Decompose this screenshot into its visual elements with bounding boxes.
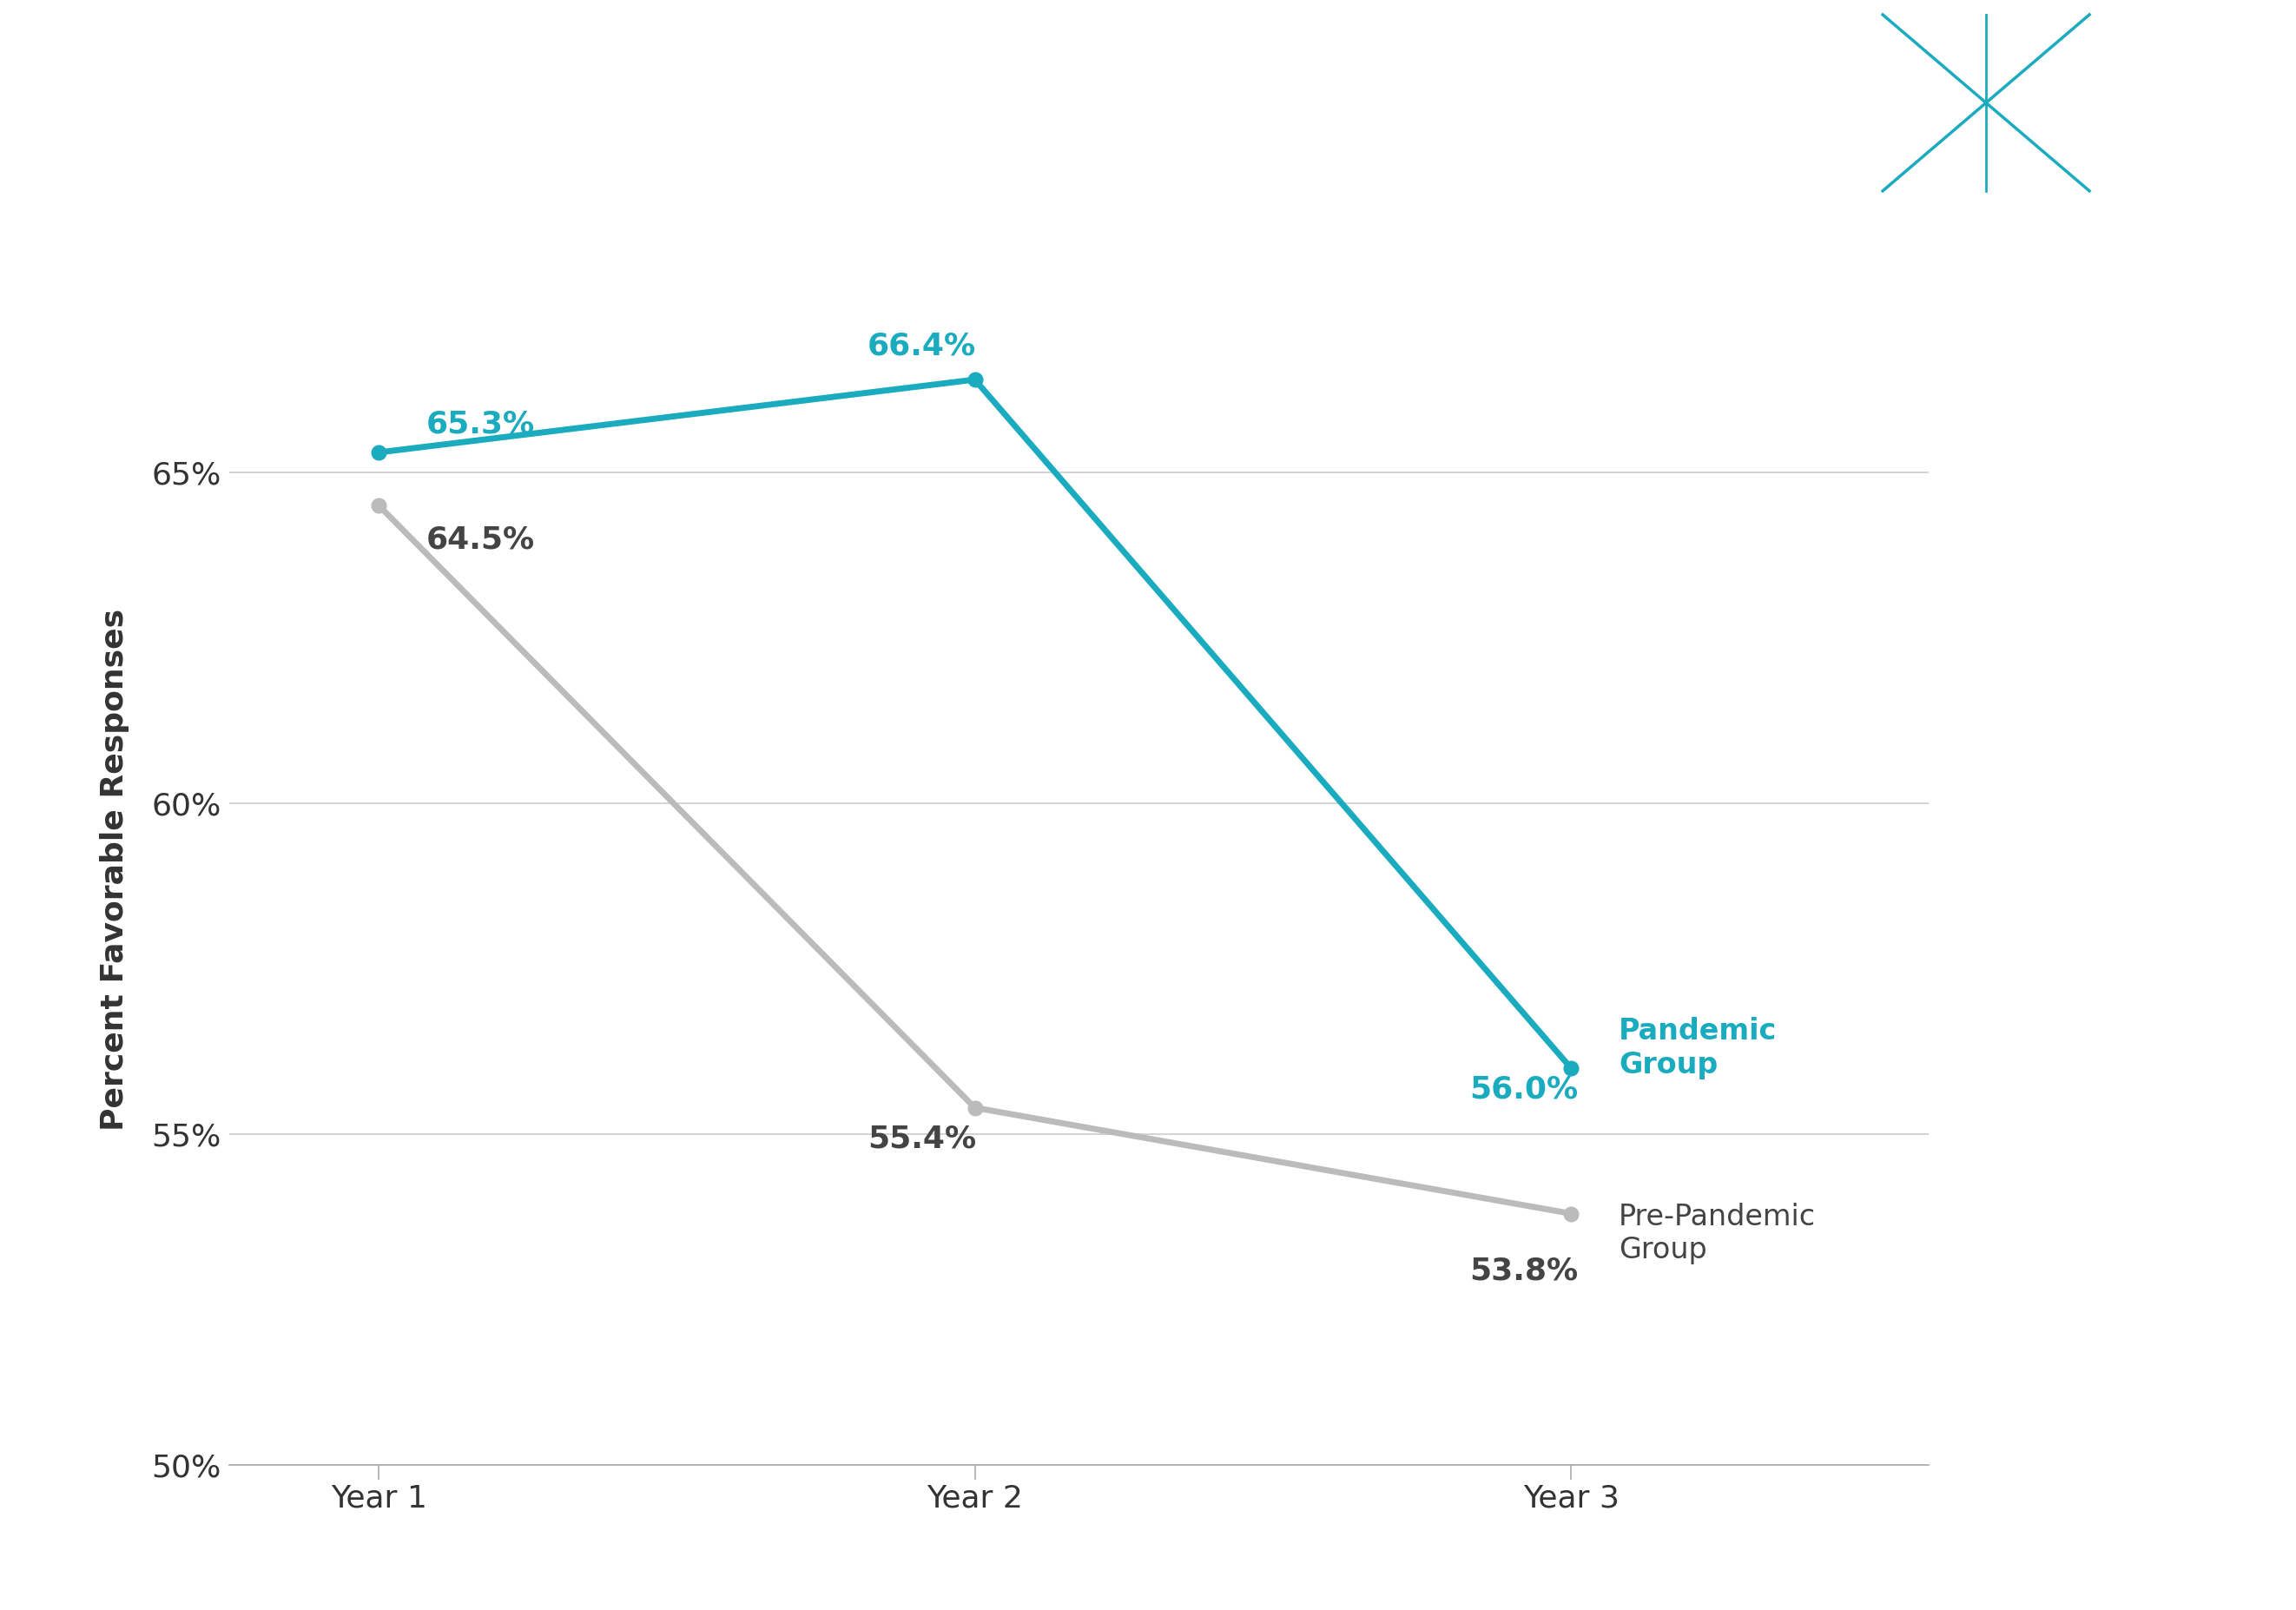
Text: 64.5%: 64.5%	[427, 525, 535, 554]
Text: When your teacher asks how you are doing, how often do you: When your teacher asks how you are doing…	[69, 53, 1332, 90]
FancyBboxPatch shape	[1883, 14, 2089, 192]
Text: 53.8%: 53.8%	[1469, 1256, 1577, 1286]
Y-axis label: Percent Favorable Responses: Percent Favorable Responses	[101, 609, 129, 1130]
Text: Pandemic
Group: Pandemic Group	[1619, 1018, 1777, 1079]
Text: Pre-Pandemic
Group: Pre-Pandemic Group	[1619, 1203, 1816, 1264]
Text: (Grade 6): (Grade 6)	[69, 192, 262, 227]
Text: PANORAMA: PANORAMA	[1885, 201, 2087, 230]
Text: 56.0%: 56.0%	[1469, 1074, 1577, 1104]
Text: 66.4%: 66.4%	[868, 332, 976, 361]
Text: EDUCATION: EDUCATION	[1922, 264, 2050, 285]
Text: feel that your teacher is really interested in your answer?: feel that your teacher is really interes…	[69, 122, 1249, 159]
Text: 65.3%: 65.3%	[427, 409, 535, 438]
Text: 55.4%: 55.4%	[868, 1124, 976, 1153]
